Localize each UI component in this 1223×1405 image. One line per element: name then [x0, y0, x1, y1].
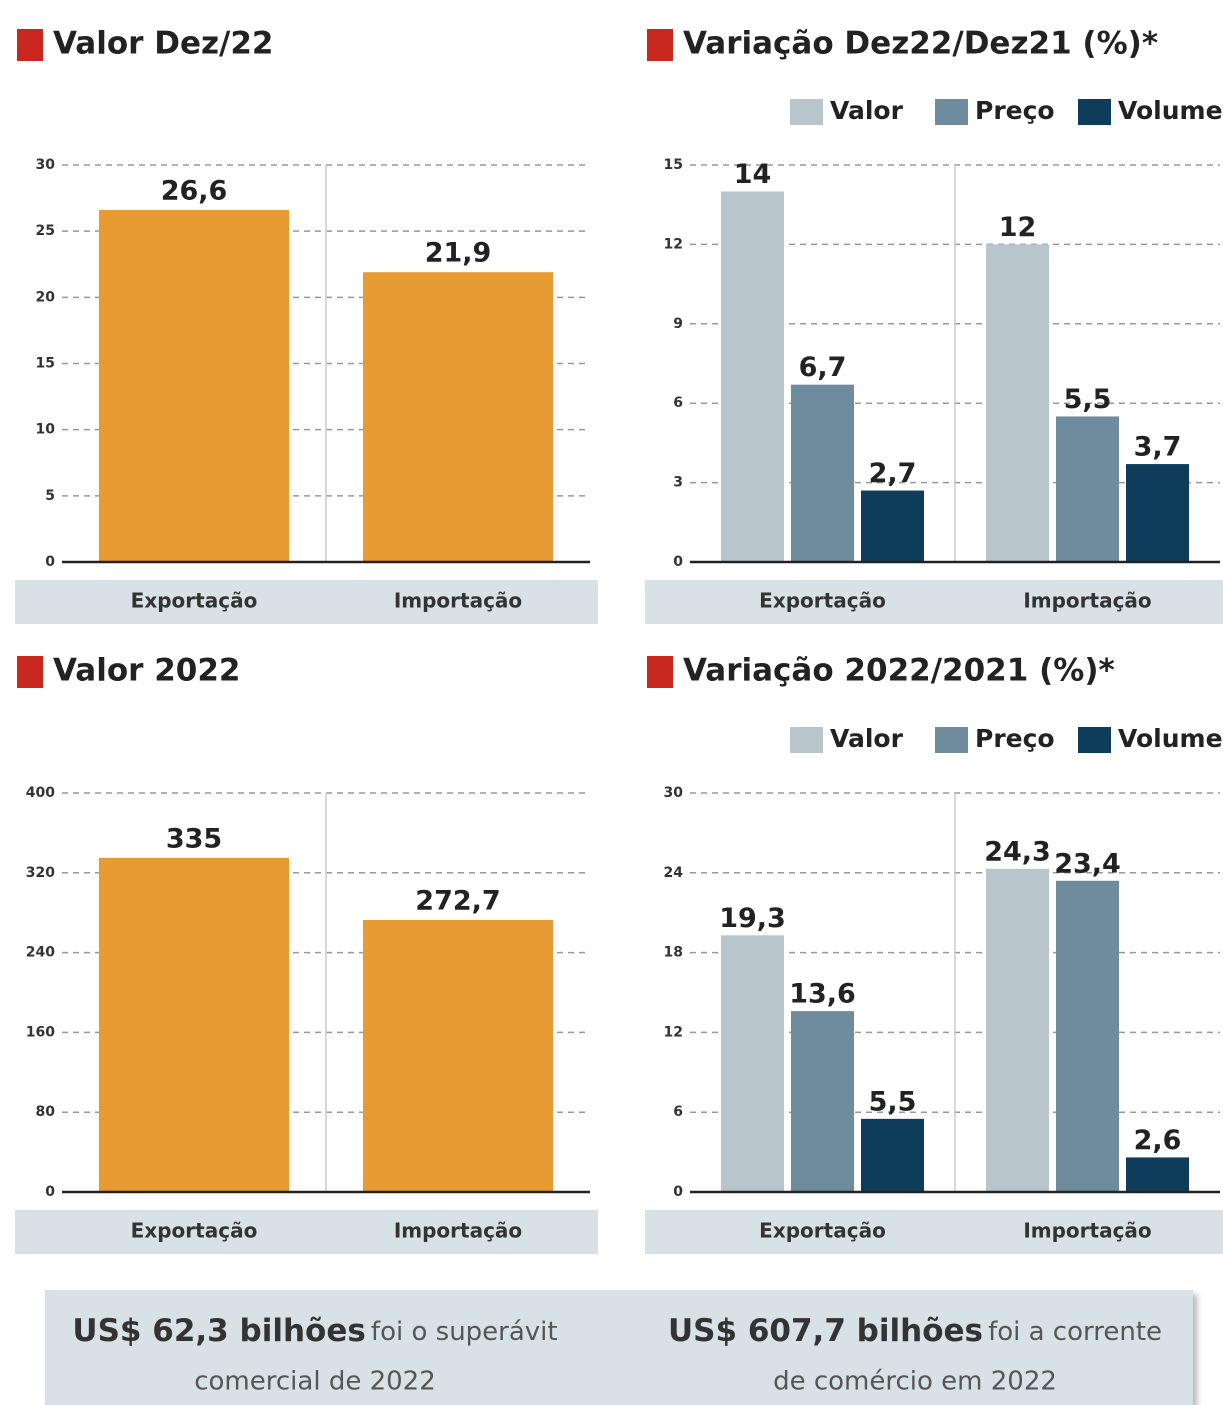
footer-text: US$ 62,3 bilhões foi o superávit — [72, 1313, 557, 1349]
x-tick-label: Exportação — [759, 1219, 886, 1243]
y-tick-label: 5 — [45, 488, 55, 504]
legend-swatch — [1078, 727, 1111, 753]
footer-line: de comércio em 2022 — [773, 1367, 1057, 1397]
data-label: 21,9 — [425, 238, 492, 269]
bar — [861, 1118, 924, 1192]
x-tick-label: Importação — [394, 589, 522, 613]
data-label: 2,6 — [1134, 1125, 1182, 1156]
data-label: 26,6 — [161, 175, 228, 206]
bar — [98, 209, 290, 562]
bar — [98, 857, 290, 1192]
chart-title: Valor 2022 — [53, 653, 241, 689]
data-label: 13,6 — [789, 979, 856, 1010]
bar — [986, 868, 1049, 1192]
footer-line: comercial de 2022 — [194, 1367, 436, 1397]
chart-title: Valor Dez/22 — [53, 26, 273, 62]
chart-title: Variação 2022/2021 (%)* — [683, 653, 1115, 689]
title-marker — [647, 656, 673, 688]
y-tick-label: 0 — [673, 554, 683, 570]
bar — [1126, 1157, 1189, 1192]
bar — [791, 1011, 854, 1192]
legend-label: Volume — [1118, 96, 1223, 125]
footer-highlight: US$ 62,3 bilhões — [72, 1313, 365, 1349]
x-tick-label: Importação — [1023, 1219, 1151, 1243]
title-marker — [17, 656, 43, 688]
chart-title: Variação Dez22/Dez21 (%)* — [683, 26, 1158, 62]
x-tick-label: Importação — [1023, 589, 1151, 613]
footer-text: US$ 607,7 bilhões foi a corrente — [668, 1313, 1162, 1349]
y-tick-label: 6 — [673, 395, 683, 411]
legend-label: Preço — [975, 96, 1055, 125]
y-tick-label: 20 — [36, 289, 56, 305]
category-strip — [15, 580, 598, 624]
y-tick-label: 160 — [26, 1024, 55, 1040]
bar — [362, 272, 554, 562]
legend-label: Preço — [975, 724, 1055, 753]
legend-label: Valor — [830, 724, 904, 753]
data-label: 3,7 — [1134, 432, 1182, 463]
y-tick-label: 10 — [36, 422, 56, 438]
bar — [986, 244, 1049, 562]
y-tick-label: 30 — [36, 157, 56, 173]
y-tick-label: 0 — [673, 1184, 683, 1200]
y-tick-label: 25 — [36, 223, 55, 239]
x-tick-label: Exportação — [131, 1219, 258, 1243]
x-tick-label: Importação — [394, 1219, 522, 1243]
y-tick-label: 80 — [36, 1104, 56, 1120]
y-tick-label: 400 — [26, 785, 55, 801]
data-label: 2,7 — [869, 458, 917, 489]
data-label: 23,4 — [1054, 848, 1121, 879]
title-marker — [17, 29, 43, 61]
bar — [791, 384, 854, 562]
data-label: 14 — [734, 159, 772, 190]
footer-box — [45, 1290, 1193, 1405]
bar — [362, 919, 554, 1192]
y-tick-label: 15 — [36, 356, 55, 372]
data-label: 19,3 — [719, 903, 786, 934]
y-tick-label: 18 — [664, 945, 683, 961]
y-tick-label: 320 — [26, 865, 55, 881]
category-strip — [15, 1210, 598, 1254]
y-tick-label: 24 — [664, 865, 684, 881]
y-tick-label: 15 — [664, 157, 683, 173]
bar — [861, 490, 924, 562]
y-tick-label: 6 — [673, 1104, 683, 1120]
legend-label: Volume — [1118, 724, 1223, 753]
footer-line: foi a corrente — [988, 1317, 1162, 1347]
y-tick-label: 9 — [673, 316, 683, 332]
data-label: 5,5 — [869, 1086, 917, 1117]
category-strip — [645, 580, 1223, 624]
legend-swatch — [790, 99, 823, 125]
legend-label: Valor — [830, 96, 904, 125]
y-tick-label: 0 — [45, 1184, 55, 1200]
y-tick-label: 12 — [664, 1024, 683, 1040]
title-marker — [647, 29, 673, 61]
bar — [1056, 880, 1119, 1192]
y-tick-label: 0 — [45, 554, 55, 570]
y-tick-label: 12 — [664, 236, 683, 252]
x-tick-label: Exportação — [131, 589, 258, 613]
bar — [1126, 464, 1189, 562]
y-tick-label: 240 — [26, 945, 55, 961]
data-label: 5,5 — [1064, 384, 1112, 415]
x-tick-label: Exportação — [759, 589, 886, 613]
bar — [721, 191, 784, 562]
legend-swatch — [1078, 99, 1111, 125]
footer-highlight: US$ 607,7 bilhões — [668, 1313, 983, 1349]
y-tick-label: 3 — [673, 475, 683, 491]
data-label: 335 — [166, 823, 222, 854]
data-label: 272,7 — [415, 885, 500, 916]
bar — [721, 935, 784, 1192]
legend-swatch — [935, 99, 968, 125]
data-label: 6,7 — [799, 352, 847, 383]
footer-line: foi o superávit — [371, 1317, 558, 1347]
legend-swatch — [935, 727, 968, 753]
bar — [1056, 416, 1119, 562]
data-label: 12 — [999, 212, 1037, 243]
data-label: 24,3 — [984, 836, 1051, 867]
legend-swatch — [790, 727, 823, 753]
y-tick-label: 30 — [664, 785, 684, 801]
category-strip — [645, 1210, 1223, 1254]
